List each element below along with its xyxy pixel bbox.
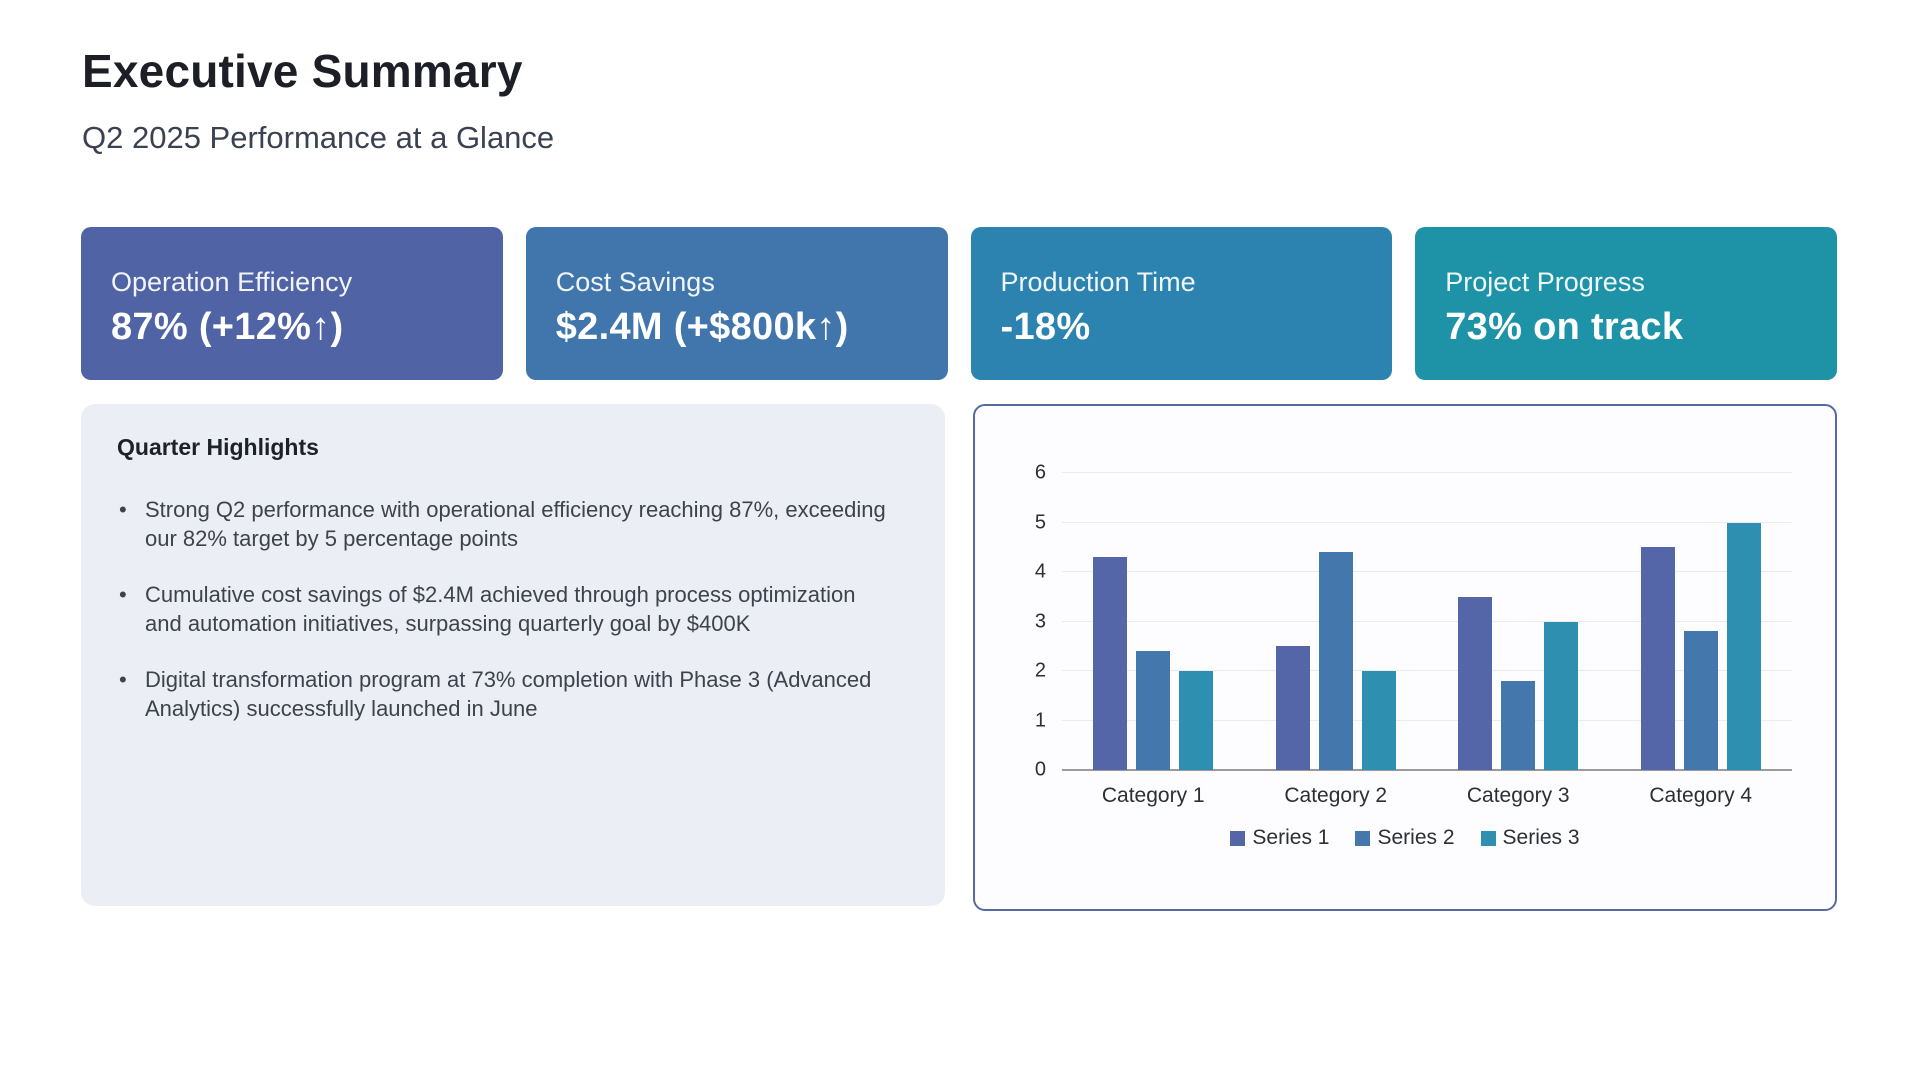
highlight-bullet: Cumulative cost savings of $2.4M achieve… (117, 580, 887, 638)
legend-swatch-icon (1480, 830, 1496, 846)
bar-group: Category 1 (1078, 473, 1228, 807)
y-axis-tick-label: 5 (1034, 511, 1046, 533)
legend-item: Series 2 (1355, 826, 1455, 850)
kpi-value: 87% (+12%↑) (111, 306, 344, 348)
highlights-title: Quarter Highlights (117, 434, 319, 460)
kpi-card-production-time: Production Time -18% (970, 227, 1393, 380)
chart-plot: 0 1 2 3 4 5 6 Category 1 Category 2 Category 3 Cat… (1035, 462, 1792, 807)
legend-label: Series 2 (1377, 826, 1455, 849)
bar-chart-card: 0 1 2 3 4 5 6 Category 1 Category 2 Category 3 Cat… (973, 404, 1837, 911)
kpi-label: Production Time (1000, 267, 1196, 297)
bar (1318, 552, 1353, 770)
kpi-value: 73% on track (1445, 306, 1684, 348)
bar (1361, 671, 1396, 770)
gridline (1062, 620, 1792, 622)
page-title: Executive Summary (82, 45, 523, 97)
quarter-highlights-panel: Quarter Highlights Strong Q2 performance… (81, 404, 945, 906)
y-axis-tick-label: 1 (1034, 709, 1046, 731)
highlight-bullet: Strong Q2 performance with operational e… (117, 495, 887, 553)
bar (1458, 596, 1493, 770)
x-axis-category-label: Category 2 (1284, 784, 1388, 807)
legend-item: Series 3 (1480, 826, 1580, 850)
y-axis-tick-label: 6 (1034, 461, 1046, 484)
kpi-card-project-progress: Project Progress 73% on track (1415, 227, 1837, 380)
bar-group: Category 4 (1626, 473, 1776, 807)
kpi-label: Cost Savings (555, 267, 715, 297)
y-axis-tick-label: 3 (1034, 610, 1046, 632)
highlights-list: Strong Q2 performance with operational e… (117, 495, 909, 723)
bar (1683, 631, 1718, 770)
legend-swatch-icon (1230, 830, 1246, 846)
bar (1275, 646, 1310, 770)
legend-label: Series 3 (1502, 826, 1580, 849)
x-axis-category-label: Category 4 (1649, 784, 1753, 807)
bar-group: Category 3 (1443, 473, 1593, 807)
y-axis-tick-label: 4 (1034, 560, 1046, 583)
page-subtitle: Q2 2025 Performance at a Glance (82, 120, 555, 155)
kpi-label: Project Progress (1445, 267, 1645, 297)
bar (1544, 621, 1579, 770)
bar (1640, 547, 1675, 770)
gridline (1062, 670, 1792, 671)
legend-swatch-icon (1355, 830, 1371, 846)
highlight-bullet: Digital transformation program at 73% co… (117, 665, 887, 723)
legend-item: Series 1 (1230, 826, 1329, 850)
y-axis-tick-label: 0 (1034, 758, 1046, 781)
kpi-value: $2.4M (+$800k↑) (555, 306, 849, 348)
gridline (1062, 472, 1792, 473)
gridline (1062, 571, 1792, 572)
gridline (1062, 521, 1792, 523)
bar (1179, 671, 1214, 770)
bar-group: Category 2 (1261, 473, 1411, 807)
content-row: Quarter Highlights Strong Q2 performance… (81, 404, 1837, 911)
kpi-value: -18% (1000, 306, 1091, 348)
kpi-card-cost-savings: Cost Savings $2.4M (+$800k↑) (525, 227, 948, 380)
kpi-card-operation-efficiency: Operation Efficiency 87% (+12%↑) (81, 227, 503, 380)
kpi-label: Operation Efficiency (111, 267, 353, 297)
bar (1726, 522, 1761, 770)
bar (1136, 651, 1171, 770)
chart-legend: Series 1 Series 2 Series 3 (975, 826, 1835, 850)
kpi-cards-row: Operation Efficiency 87% (+12%↑) Cost Sa… (81, 227, 1837, 380)
bar-columns: Category 1 Category 2 Category 3 Category 4 (1062, 473, 1792, 807)
bar (1501, 680, 1536, 770)
gridline (1062, 719, 1792, 721)
x-axis-category-label: Category 3 (1466, 784, 1570, 807)
y-axis-tick-label: 2 (1034, 659, 1046, 682)
bar (1093, 557, 1128, 770)
legend-label: Series 1 (1252, 826, 1330, 849)
x-axis-line (1062, 769, 1792, 771)
x-axis-category-label: Category 1 (1101, 784, 1205, 807)
